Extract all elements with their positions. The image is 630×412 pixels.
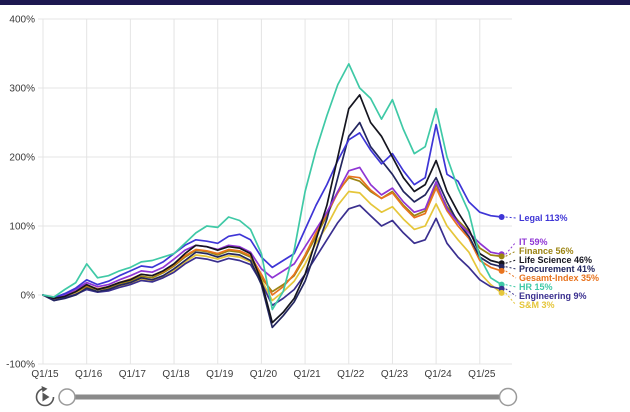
series-label-hr: HR 15% bbox=[519, 282, 553, 292]
y-axis-tick-label: 100% bbox=[9, 222, 35, 233]
series-endpoint-hr bbox=[498, 281, 505, 288]
series-label-s-m: S&M 3% bbox=[519, 300, 555, 310]
label-leader-s-m bbox=[505, 292, 517, 306]
series-label-legal: Legal 113% bbox=[519, 213, 568, 223]
label-leader-it bbox=[505, 241, 517, 255]
timeline-controls bbox=[0, 385, 630, 412]
y-axis-tick-label: -100% bbox=[6, 360, 35, 371]
series-line-legal[interactable] bbox=[42, 123, 503, 299]
play-arc-arrowhead bbox=[41, 386, 48, 393]
series-endpoint-gesamt-index bbox=[498, 267, 505, 274]
chart-canvas: 400% 300% 200% 100% 0% -100%Q1/15 Q1/16 Q1/17 Q1… bbox=[6, 15, 599, 381]
top-window-bar bbox=[0, 0, 630, 5]
y-axis-tick-label: 300% bbox=[9, 84, 35, 95]
label-leader-procurement bbox=[505, 266, 517, 270]
series-label-life-science: Life Science 46% bbox=[519, 255, 592, 265]
y-axis-tick-label: 200% bbox=[9, 153, 35, 164]
x-axis-tick-label: Q1/17 bbox=[119, 369, 147, 380]
series-endpoint-procurement bbox=[498, 263, 505, 270]
x-axis-tick-label: Q1/16 bbox=[75, 369, 103, 380]
series-label-finance: Finance 56% bbox=[519, 246, 574, 256]
series-line-life-science[interactable] bbox=[42, 94, 503, 324]
x-axis-tick-label: Q1/19 bbox=[206, 369, 234, 380]
series-line-hr[interactable] bbox=[42, 63, 503, 311]
label-leader-legal bbox=[505, 216, 517, 219]
series-line-it[interactable] bbox=[42, 166, 503, 300]
label-leader-gesamt-index bbox=[505, 270, 517, 279]
y-axis-tick-label: 400% bbox=[9, 15, 35, 26]
x-axis-tick-label: Q1/15 bbox=[31, 369, 59, 380]
slider-handle-start[interactable] bbox=[58, 388, 76, 406]
y-axis-tick-label: 0% bbox=[21, 291, 36, 302]
series-line-s-m[interactable] bbox=[42, 190, 503, 302]
line-chart: 400% 300% 200% 100% 0% -100% Q1/15 Q1/16 Q1/17 Q1… bbox=[0, 5, 630, 385]
series-label-gesamt-index: Gesamt-Index 35% bbox=[519, 273, 599, 283]
play-icon bbox=[42, 392, 50, 402]
x-axis-tick-label: Q1/21 bbox=[293, 369, 321, 380]
label-leader-life-science bbox=[505, 259, 517, 264]
label-leader-hr bbox=[505, 284, 517, 288]
series-label-it: IT 59% bbox=[519, 237, 548, 247]
x-axis-tick-label: Q1/20 bbox=[250, 369, 278, 380]
series-endpoint-finance bbox=[498, 253, 505, 260]
series-endpoint-s-m bbox=[498, 289, 505, 296]
series-endpoint-legal bbox=[498, 214, 505, 221]
series-line-procurement[interactable] bbox=[42, 121, 503, 329]
x-axis-tick-label: Q1/24 bbox=[424, 369, 452, 380]
series-label-engineering: Engineering 9% bbox=[519, 291, 587, 301]
x-axis-tick-label: Q1/18 bbox=[162, 369, 190, 380]
x-axis-tick-label: Q1/25 bbox=[468, 369, 496, 380]
series-label-procurement: Procurement 41% bbox=[519, 264, 595, 274]
slider-handle-end[interactable] bbox=[498, 387, 518, 407]
x-axis-tick-label: Q1/23 bbox=[381, 369, 409, 380]
play-button[interactable] bbox=[35, 386, 55, 407]
series-line-finance[interactable] bbox=[42, 176, 503, 300]
series-endpoint-engineering bbox=[498, 285, 505, 292]
label-leader-finance bbox=[505, 250, 517, 257]
x-axis-tick-label: Q1/22 bbox=[337, 369, 365, 380]
